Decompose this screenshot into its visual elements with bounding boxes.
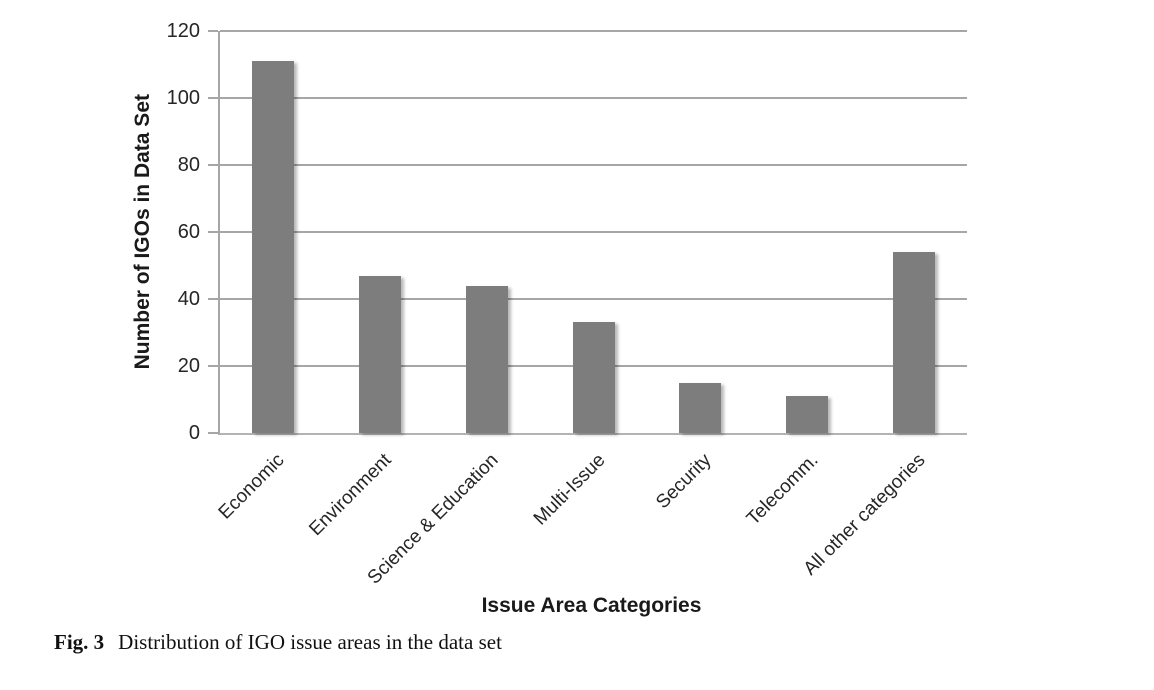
y-axis-tick <box>208 432 218 434</box>
y-tick-label: 0 <box>188 422 200 444</box>
plot-area: 0 20 40 60 80 100 120 Economic Environment Scienc… <box>167 20 967 589</box>
y-tick-label: 20 <box>177 355 200 377</box>
x-category-label: Science & Education <box>363 449 503 589</box>
y-axis-tick <box>208 97 218 99</box>
bar-all-other-categories <box>892 252 935 433</box>
bar-economic <box>252 61 295 433</box>
y-tick-label: 60 <box>177 221 200 243</box>
gridline <box>220 164 967 166</box>
y-axis-tick <box>208 298 218 300</box>
x-category-label: Economic <box>215 449 289 524</box>
bar-security <box>679 382 722 433</box>
x-category-label: Telecomm. <box>742 449 823 530</box>
x-category-label: Multi-Issue <box>529 449 610 530</box>
x-category-label: Security <box>652 449 716 514</box>
x-category-label: Environment <box>305 449 396 540</box>
bar-telecomm- <box>785 396 828 433</box>
gridline <box>220 97 967 99</box>
x-axis-title: Issue Area Categories <box>481 594 702 617</box>
y-tick-label: 40 <box>177 288 200 310</box>
gridline <box>220 298 967 300</box>
x-category-label: All other categories <box>799 449 930 580</box>
figure-caption-label: Fig. 3 <box>54 630 105 654</box>
gridline <box>220 231 967 233</box>
y-axis-tick <box>208 231 218 233</box>
y-tick-label: 120 <box>166 20 200 42</box>
gridline <box>220 30 967 32</box>
y-axis-tick <box>208 30 218 32</box>
y-axis-tick <box>208 164 218 166</box>
bar-science-education <box>465 285 508 433</box>
figure-caption-text: Distribution of IGO issue areas in the d… <box>118 630 502 654</box>
bar-multi-issue <box>572 322 615 433</box>
figure-caption: Fig. 3 Distribution of IGO issue areas in… <box>54 630 502 655</box>
bar-environment <box>359 275 402 433</box>
y-tick-label: 100 <box>166 87 200 109</box>
y-axis-tick <box>208 365 218 367</box>
y-tick-label: 80 <box>177 154 200 176</box>
